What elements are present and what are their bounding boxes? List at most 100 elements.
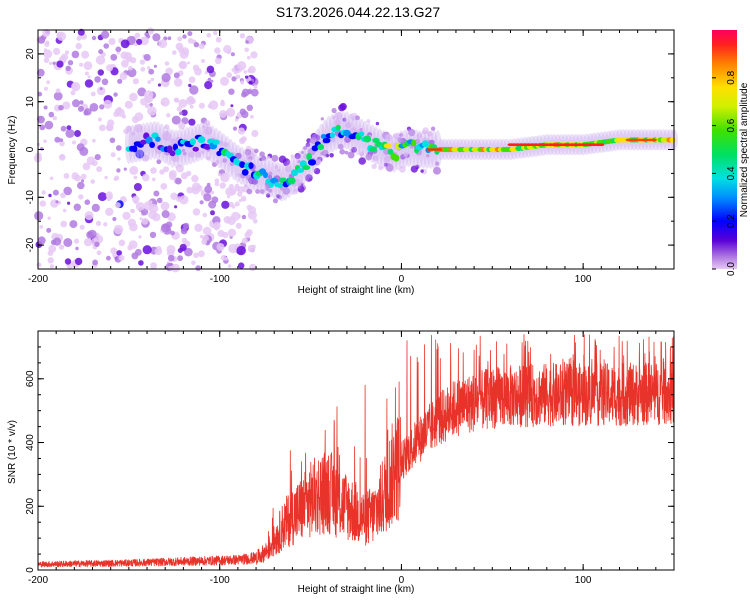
spectral-ridge-blob <box>239 161 246 169</box>
spectral-noise-blob <box>82 162 91 171</box>
spectral-noise-blob <box>62 208 67 213</box>
spectral-noise-blob <box>234 118 239 122</box>
spectral-noise-blob <box>227 228 237 237</box>
spectral-noise-blob <box>305 174 313 182</box>
spectral-noise-blob <box>84 71 89 76</box>
spectral-noise-blob <box>235 74 241 79</box>
spectral-ridge-halo <box>244 150 253 189</box>
spectral-noise-blob <box>236 173 241 177</box>
spectral-noise-blob <box>65 65 71 72</box>
spectral-noise-blob <box>193 42 200 48</box>
spectral-noise-blob <box>218 173 222 177</box>
spectral-noise-blob <box>259 151 265 157</box>
spectral-noise-blob <box>194 223 203 232</box>
spectral-noise-blob <box>199 200 204 205</box>
spectral-noise-blob <box>303 146 308 150</box>
spectral-noise-blob <box>92 259 98 266</box>
spectral-noise-blob <box>76 35 82 41</box>
spectral-noise-blob <box>234 201 240 207</box>
spectral-noise-blob <box>43 57 50 64</box>
spectral-noise-blob <box>253 84 258 89</box>
spectral-noise-blob <box>195 151 202 158</box>
spectral-noise-blob <box>268 188 273 193</box>
spectral-noise-blob <box>294 153 301 160</box>
spectral-noise-blob <box>226 49 232 55</box>
spectral-noise-blob <box>175 164 184 173</box>
spectral-noise-blob <box>273 198 278 204</box>
spectral-noise-blob <box>74 238 80 244</box>
spectral-noise-blob <box>211 196 219 204</box>
spectral-ridge-blob <box>307 159 317 166</box>
spectral-noise-blob <box>44 120 54 130</box>
spectral-noise-blob <box>174 205 178 209</box>
spectral-noise-blob <box>84 199 91 205</box>
spectral-ridge-blob <box>270 177 279 184</box>
spectral-noise-blob <box>164 61 170 66</box>
spectral-noise-blob <box>175 177 182 185</box>
spectral-noise-blob <box>96 166 103 173</box>
spectral-noise-blob <box>160 183 168 190</box>
spectral-noise-blob <box>71 50 80 59</box>
spectral-noise-blob <box>187 61 191 65</box>
spectral-noise-blob <box>359 127 363 132</box>
snr-x-tick-label: 100 <box>575 575 592 586</box>
spectral-ridge-blob <box>189 138 196 146</box>
spectral-noise-blob <box>87 229 97 239</box>
spectral-noise-blob <box>175 42 184 51</box>
spectral-noise-blob <box>55 88 61 94</box>
spectral-noise-blob <box>113 92 118 97</box>
spectral-noise-blob <box>41 190 46 195</box>
spectral-noise-blob <box>103 43 109 49</box>
snr-x-tick-label: 0 <box>399 575 405 586</box>
spectral-noise-blob <box>124 100 133 109</box>
spectral-noise-blob <box>160 201 170 211</box>
spectral-noise-blob <box>47 250 54 256</box>
spectral-noise-blob <box>171 115 181 125</box>
spectral-noise-blob <box>110 53 118 61</box>
spectral-noise-blob <box>234 185 241 192</box>
spectral-noise-blob <box>147 80 152 84</box>
spectral-noise-blob <box>167 254 175 262</box>
spectral-noise-blob <box>97 117 102 122</box>
spectral-noise-blob <box>139 217 143 221</box>
spectral-noise-blob <box>222 158 227 163</box>
spectral-noise-blob <box>90 91 96 97</box>
spectral-noise-blob <box>108 37 116 46</box>
spectral-noise-blob <box>49 264 55 269</box>
spectral-noise-blob <box>58 244 65 250</box>
spectrogram-y-tick-label: -20 <box>25 237 36 252</box>
snr-frame <box>37 330 675 571</box>
spectral-ridge-blob <box>287 177 296 185</box>
spectral-ridge-blob <box>329 132 335 139</box>
spectrogram-x-tick-label: 100 <box>575 274 592 285</box>
spectral-noise-blob <box>240 80 245 85</box>
spectral-ridge-blob <box>140 139 147 145</box>
spectral-noise-blob <box>52 116 57 121</box>
spectral-noise-blob <box>198 250 205 258</box>
colorbar-tick-label: 0.8 <box>726 70 737 84</box>
snr-x-tick-label: -200 <box>28 575 48 586</box>
spectral-noise-blob <box>181 109 188 116</box>
spectral-ridge-blob <box>192 146 199 152</box>
spectral-noise-blob <box>43 105 48 110</box>
spectral-noise-blob <box>136 38 143 46</box>
spectral-noise-blob <box>46 227 52 233</box>
spectral-noise-blob <box>277 168 281 172</box>
spectral-noise-blob <box>103 99 113 109</box>
spectral-ridge-halo <box>317 123 326 162</box>
spectral-noise-blob <box>43 139 47 143</box>
spectral-noise-blob <box>334 111 343 120</box>
spectral-noise-blob <box>49 61 53 65</box>
spectral-noise-blob <box>119 72 128 80</box>
spectral-noise-blob <box>177 255 184 262</box>
spectral-noise-blob <box>37 91 43 97</box>
spectral-noise-blob <box>121 114 127 119</box>
spectral-noise-blob <box>191 174 199 183</box>
spectral-noise-blob <box>408 129 416 137</box>
spectral-noise-blob <box>99 87 103 91</box>
spectral-noise-blob <box>77 181 85 190</box>
spectral-noise-blob <box>345 121 352 129</box>
spectral-ridge-blob <box>212 139 220 145</box>
spectral-noise-blob <box>426 154 430 158</box>
